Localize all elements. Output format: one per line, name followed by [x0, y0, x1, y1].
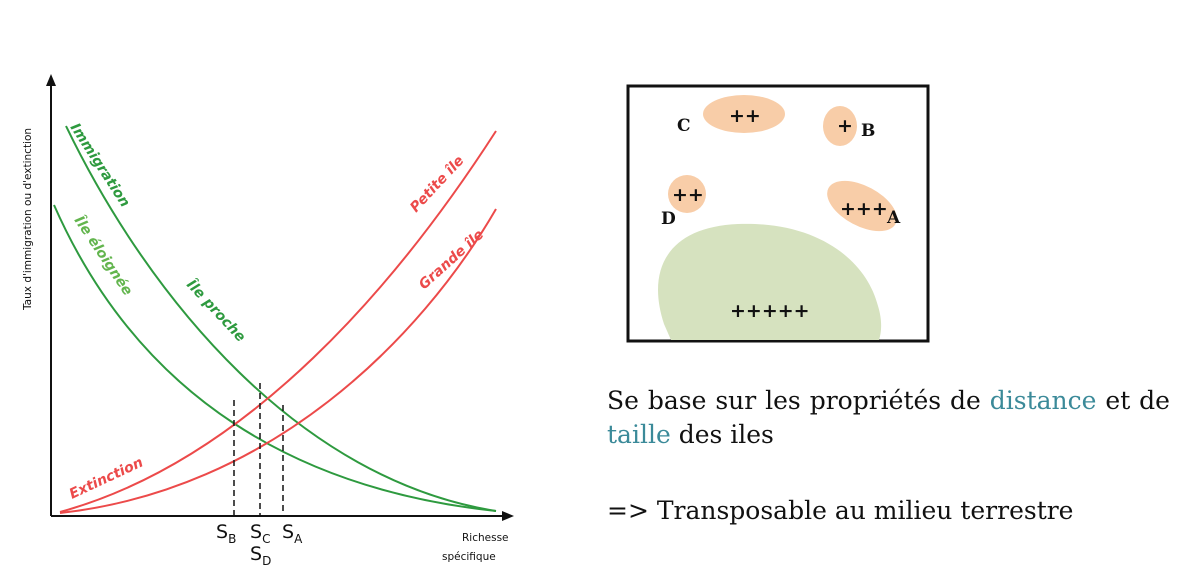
conclusion-text: => Transposable au milieu terrestre — [607, 496, 1074, 525]
label-ile-proche: Île proche — [183, 276, 249, 345]
sentence-part-1: Se base sur les propriétés de — [607, 386, 981, 415]
island-d — [668, 175, 706, 213]
label-sb: SB — [216, 521, 236, 546]
island-a-letter: A — [886, 208, 901, 228]
sentence-part-3: des iles — [678, 420, 774, 449]
description-text: Se base sur les propriétés de distance e… — [607, 384, 1170, 528]
island-b-letter: B — [861, 121, 875, 141]
islands-map: ++ C + B ++ D +++ A +++++ — [626, 84, 930, 343]
island-d-signs: ++ — [672, 184, 704, 206]
island-d-letter: D — [661, 209, 676, 229]
label-immigration: Immigration — [67, 120, 133, 210]
label-sa: SA — [282, 521, 303, 546]
island-biogeography-graph: Taux d'immigration ou d'extinction Riche… — [22, 74, 514, 568]
mainland-signs: +++++ — [730, 300, 810, 322]
label-petite-ile: Petite île — [407, 153, 467, 216]
sentence-part-2: et de — [1105, 386, 1170, 415]
label-sc: SC — [250, 521, 270, 546]
keyword-distance: distance — [989, 386, 1097, 415]
properties-sentence: Se base sur les propriétés de distance e… — [607, 384, 1170, 452]
label-extinction: Extinction — [67, 455, 146, 503]
x-axis-title-line1: Richesse — [462, 532, 509, 544]
y-axis-arrow-icon — [46, 74, 56, 86]
label-sd: SD — [250, 543, 271, 568]
mainland — [658, 223, 882, 340]
label-grande-ile: Grande île — [416, 227, 487, 293]
island-a-signs: +++ — [840, 198, 888, 220]
island-b — [823, 106, 857, 146]
x-axis-title-line2: spécifique — [442, 551, 496, 563]
island-b-signs: + — [837, 115, 853, 137]
x-axis-arrow-icon — [502, 511, 514, 521]
label-ile-eloignee: Île éloignée — [71, 213, 137, 299]
island-c-signs: ++ — [729, 105, 761, 127]
island-c-letter: C — [677, 116, 691, 136]
y-axis-title: Taux d'immigration ou d'extinction — [22, 128, 34, 311]
island-a — [827, 180, 897, 232]
keyword-taille: taille — [607, 420, 671, 449]
island-c — [703, 95, 785, 133]
